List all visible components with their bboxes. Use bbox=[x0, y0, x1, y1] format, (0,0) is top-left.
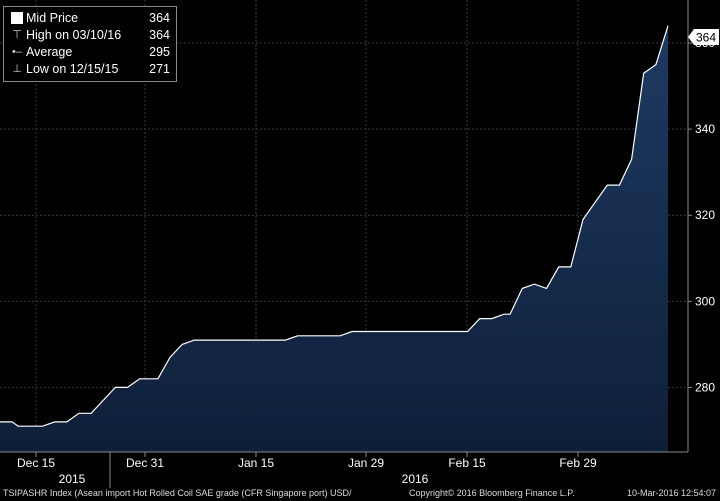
y-tick-label: 340 bbox=[695, 122, 715, 136]
y-tick-label: 300 bbox=[695, 294, 715, 308]
last-value-label: 364 bbox=[696, 31, 716, 45]
footer-index-description: TSIPASHR Index (Asean import Hot Rolled … bbox=[3, 488, 352, 498]
legend-label: Mid Price bbox=[26, 11, 79, 25]
y-tick-label: 320 bbox=[695, 208, 715, 222]
x-tick-label: Feb 15 bbox=[448, 456, 486, 470]
legend-value: 364 bbox=[149, 11, 170, 25]
y-axis: 280300320340360 bbox=[688, 36, 715, 394]
legend-value: 295 bbox=[149, 45, 170, 59]
footer: TSIPASHR Index (Asean import Hot Rolled … bbox=[0, 487, 720, 501]
low-marker-icon: ⊥ bbox=[12, 63, 22, 75]
y-tick-label: 280 bbox=[695, 380, 715, 394]
year-label: 2015 bbox=[59, 472, 86, 486]
price-line bbox=[0, 25, 669, 427]
x-tick-label: Dec 15 bbox=[17, 456, 55, 470]
last-value-flag: 364 bbox=[688, 29, 719, 45]
footer-copyright: Copyright© 2016 Bloomberg Finance L.P. bbox=[409, 488, 575, 498]
legend-label: Low on 12/15/15 bbox=[26, 62, 119, 76]
footer-timestamp: 10-Mar-2016 12:54:07 bbox=[626, 488, 716, 498]
x-tick-label: Feb 29 bbox=[559, 456, 597, 470]
x-tick-label: Jan 29 bbox=[348, 456, 384, 470]
legend-row-high: ⊤ High on 03/10/16 364 bbox=[4, 27, 176, 43]
x-tick-label: Dec 31 bbox=[126, 456, 164, 470]
x-axis: Dec 15 Dec 31 Jan 15 Jan 29 Feb 15 Feb 29 2015… bbox=[17, 452, 597, 488]
legend-row-average: •– Average 295 bbox=[4, 44, 176, 60]
legend-label: Average bbox=[26, 45, 73, 59]
high-marker-icon: ⊤ bbox=[12, 29, 22, 41]
legend-value: 271 bbox=[149, 62, 170, 76]
legend-label: High on 03/10/16 bbox=[26, 28, 122, 42]
legend-row-low: ⊥ Low on 12/15/15 271 bbox=[4, 61, 176, 77]
price-area-fill bbox=[0, 25, 668, 453]
average-marker-icon: •– bbox=[12, 46, 22, 58]
x-tick-label: Jan 15 bbox=[238, 456, 274, 470]
legend: Mid Price 364 ⊤ High on 03/10/16 364 •– … bbox=[3, 6, 177, 82]
year-label: 2016 bbox=[402, 472, 429, 486]
legend-row-mid-price: Mid Price 364 bbox=[4, 10, 176, 26]
legend-value: 364 bbox=[149, 28, 170, 42]
square-icon bbox=[10, 10, 24, 29]
